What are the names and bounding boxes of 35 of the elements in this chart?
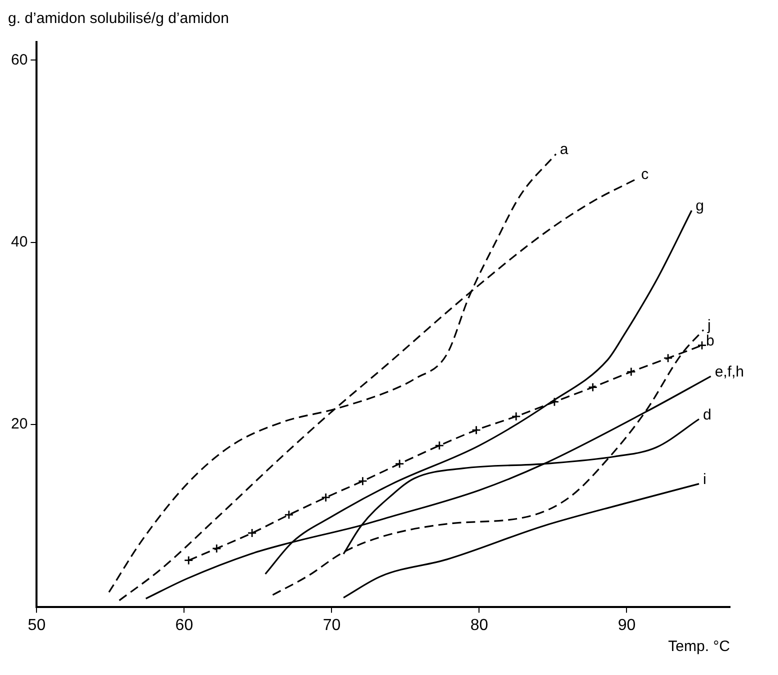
point — [697, 340, 707, 350]
x-tick-label: 80 — [470, 616, 488, 634]
point — [321, 492, 331, 502]
point — [663, 353, 673, 363]
point — [550, 397, 560, 407]
x-axis-title: Temp. °C — [668, 638, 730, 656]
point — [247, 528, 257, 538]
series-label: i — [703, 470, 706, 488]
x-tick-label: 50 — [28, 616, 46, 634]
x-tick-label: 70 — [322, 616, 341, 634]
x-tick-label: 60 — [175, 616, 194, 634]
point — [212, 544, 222, 554]
point — [394, 459, 404, 468]
line-series — [342, 418, 700, 555]
x-tick-label: 90 — [618, 616, 636, 634]
y-tick-label: 40 — [10, 234, 28, 251]
point — [284, 510, 294, 520]
series-label: j — [706, 317, 711, 334]
line-series — [342, 483, 700, 598]
series-label: b — [706, 332, 714, 350]
point — [434, 440, 444, 450]
point — [626, 367, 636, 376]
y-tick-label: 60 — [10, 51, 28, 68]
point — [511, 412, 521, 422]
series-label: e,f,h — [714, 363, 744, 380]
point — [184, 556, 194, 566]
series-label: a — [560, 141, 569, 158]
series-label: d — [703, 406, 712, 424]
y-axis-title: g. d’amidon solubilisé/g d’amidon — [8, 9, 230, 29]
point — [472, 425, 481, 435]
y-tick-label: 20 — [10, 416, 28, 433]
series-label: c — [641, 166, 650, 183]
point — [588, 382, 598, 392]
series-label: g — [696, 198, 704, 215]
point — [358, 476, 368, 486]
